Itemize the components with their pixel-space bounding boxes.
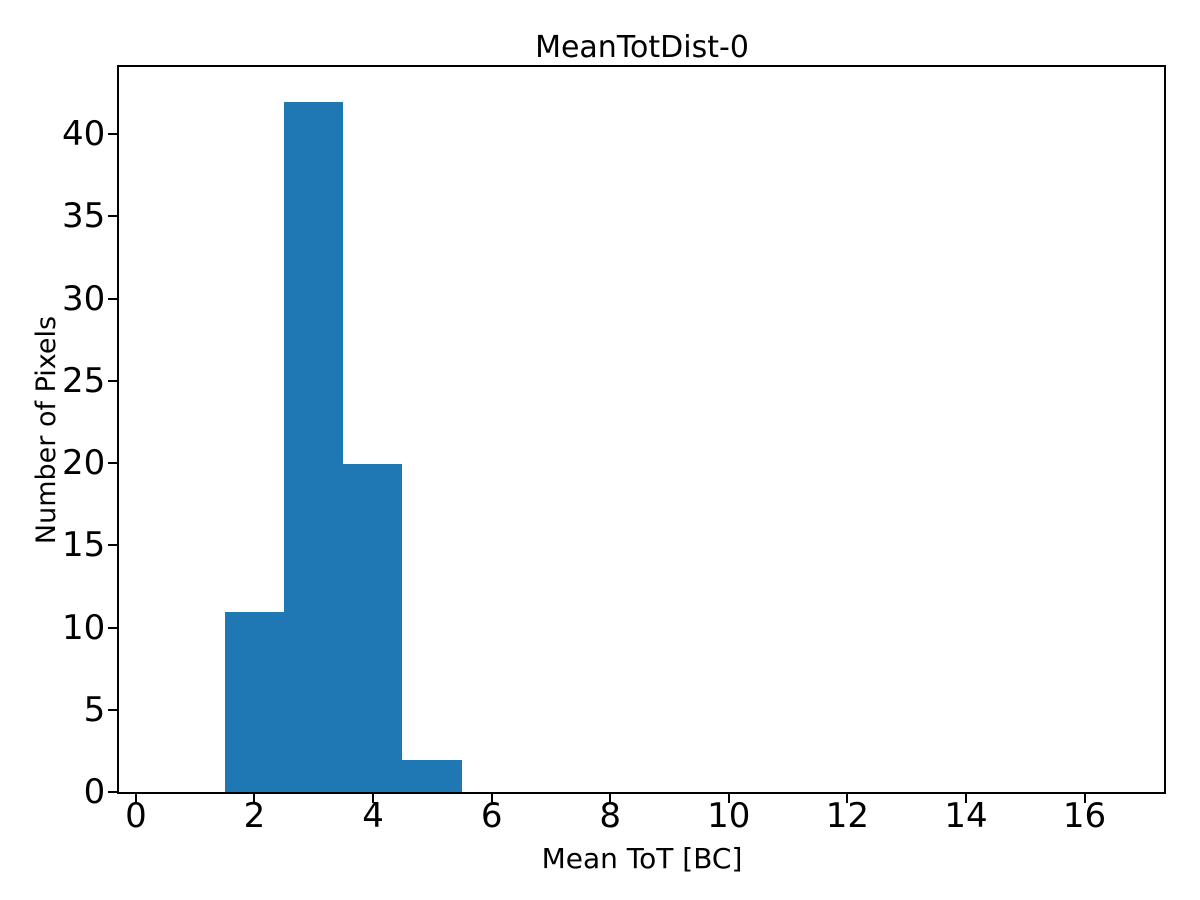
y-tick-label: 40 (62, 114, 106, 155)
x-tick-mark (964, 794, 967, 804)
histogram-bar (283, 101, 344, 792)
y-axis-label: Number of Pixels (31, 315, 62, 545)
y-tick-mark (108, 379, 118, 382)
y-tick-label: 20 (62, 443, 106, 484)
y-tick-mark (108, 297, 118, 300)
x-tick-label: 6 (480, 796, 503, 836)
x-tick-label: 14 (944, 796, 988, 836)
x-tick-mark (727, 794, 730, 804)
x-tick-mark (253, 794, 256, 804)
y-tick-label: 10 (62, 607, 106, 648)
x-tick-mark (846, 794, 849, 804)
histogram-bar (343, 463, 403, 792)
x-tick-label: 8 (599, 796, 622, 836)
y-tick-label: 0 (83, 772, 106, 813)
y-tick-label: 15 (62, 525, 106, 566)
y-tick-mark (108, 462, 118, 465)
y-tick-label: 35 (62, 196, 106, 237)
y-tick-mark (108, 626, 118, 629)
y-tick-mark (108, 709, 118, 712)
x-tick-mark (609, 794, 612, 804)
x-axis-label: Mean ToT [BC] (541, 842, 743, 875)
y-tick-mark (108, 215, 118, 218)
y-tick-label: 5 (83, 690, 106, 731)
histogram-bar (224, 611, 284, 792)
x-tick-mark (372, 794, 375, 804)
x-tick-mark (490, 794, 493, 804)
x-tick-label: 16 (1062, 796, 1107, 836)
chart-title: MeanTotDist-0 (535, 30, 749, 65)
y-tick-label: 25 (62, 360, 106, 401)
histogram-bar (402, 759, 462, 792)
y-tick-mark (108, 133, 118, 136)
y-tick-label: 30 (62, 278, 106, 319)
y-tick-mark (108, 791, 118, 794)
x-tick-label: 4 (362, 796, 384, 836)
x-tick-label: 2 (243, 796, 266, 836)
x-tick-mark (1083, 794, 1086, 804)
x-tick-mark (134, 794, 137, 804)
x-tick-label: 12 (825, 796, 870, 836)
x-tick-label: 10 (707, 796, 751, 836)
x-tick-label: 0 (125, 796, 147, 836)
plot-area (119, 67, 1164, 792)
y-tick-mark (108, 544, 118, 547)
